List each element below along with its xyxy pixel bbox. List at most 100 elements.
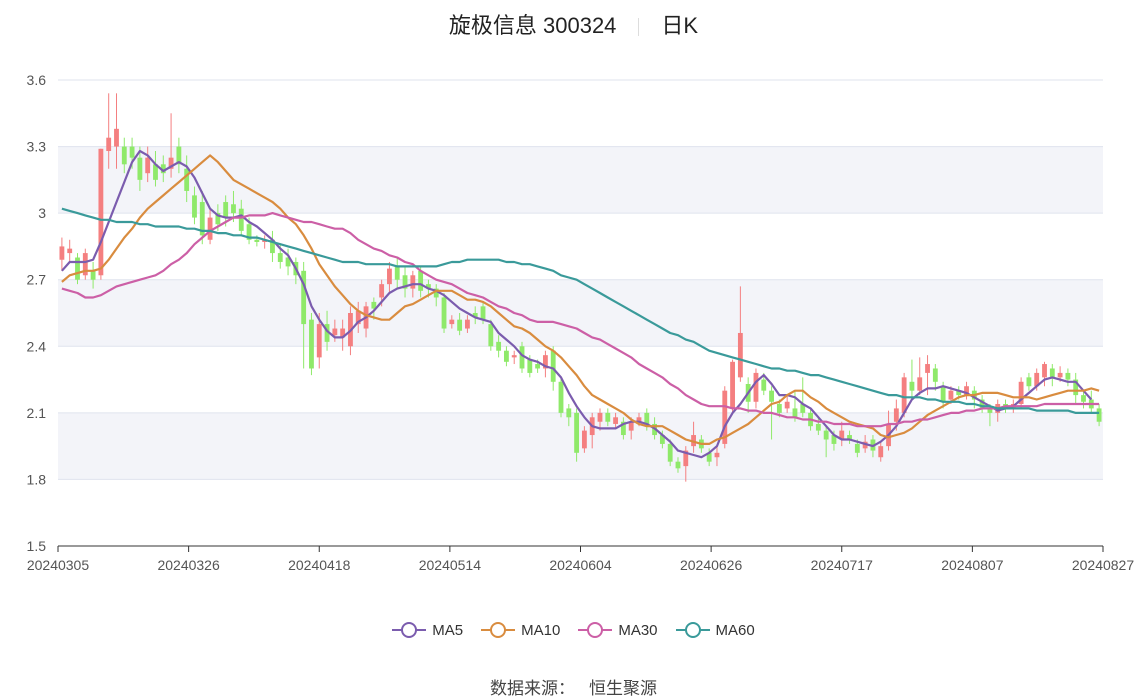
line-ma60 (61, 207, 1100, 414)
ma5-legend-icon (392, 620, 427, 640)
candle-body (581, 430, 587, 449)
candle-body (550, 350, 556, 382)
candle-body (75, 257, 80, 280)
grid-band (58, 279, 1103, 347)
candle-body (379, 284, 385, 298)
y-tick-label: 2.7 (27, 272, 47, 288)
candle-body (620, 421, 626, 436)
candle-body (168, 157, 174, 169)
legend-item-ma5[interactable]: MA5 (392, 620, 463, 640)
candle-body (667, 443, 673, 462)
candle-body (1096, 408, 1102, 422)
line-ma10 (61, 154, 1100, 445)
grid-band (58, 146, 1103, 214)
candle-body (839, 430, 845, 440)
legend-label-ma60: MA60 (715, 621, 755, 639)
candle-body (574, 412, 580, 453)
legend-label-ma10: MA10 (521, 621, 561, 639)
candle-body (800, 403, 806, 413)
candle-body (184, 168, 190, 191)
candle-body (761, 379, 767, 391)
candle-body (324, 324, 330, 342)
candle-body (402, 275, 408, 289)
legend-item-ma30[interactable]: MA30 (578, 620, 658, 640)
candle-body (114, 128, 119, 147)
candle-body (277, 253, 283, 262)
candle-body (605, 412, 611, 422)
candle-body (246, 224, 252, 240)
candle-body (956, 390, 962, 396)
legend: MA5 MA10 MA30 MA60 (0, 620, 1147, 640)
candle-body (878, 446, 884, 458)
candle-body (426, 284, 431, 289)
candle-body (472, 313, 478, 318)
candle-body (535, 364, 541, 369)
candle-body (441, 297, 447, 329)
candle-body (137, 157, 143, 180)
candle-body (121, 146, 127, 165)
candle-body (792, 408, 798, 418)
candle-body (90, 270, 96, 280)
data-source: 数据来源： 恒生聚源 (0, 674, 1147, 699)
chart-title: 旋极信息 300324 日K (0, 8, 1147, 40)
candle-body (332, 328, 338, 336)
candle-body (199, 202, 205, 236)
candle-body (659, 435, 665, 444)
x-tick-label: 20240717 (811, 557, 874, 573)
candle-body (948, 390, 954, 400)
legend-label-ma5: MA5 (432, 621, 464, 639)
candle-body (355, 310, 361, 325)
legend-item-ma60[interactable]: MA60 (675, 620, 755, 640)
candle-body (558, 381, 564, 413)
candle-body (527, 359, 533, 373)
candle-body (511, 355, 517, 358)
candle-body (636, 417, 642, 422)
candle-body (893, 408, 899, 422)
candle-body (215, 213, 221, 225)
candle-body (566, 408, 572, 418)
candle-body (371, 301, 377, 309)
y-tick-label: 2.4 (27, 338, 47, 354)
candle-body (1057, 372, 1063, 378)
candle-body (433, 288, 439, 298)
legend-item-ma10[interactable]: MA10 (481, 620, 560, 640)
x-tick-label: 20240326 (157, 557, 220, 573)
candle-body (129, 146, 135, 158)
candle-body (940, 386, 946, 402)
candle-body (1042, 364, 1047, 378)
candle-body (207, 217, 213, 240)
candle-body (769, 390, 774, 402)
candle-body (706, 452, 712, 462)
candle-body (98, 148, 104, 276)
candle-body (823, 430, 829, 440)
y-tick-label: 3.6 (27, 72, 47, 88)
candle-body (449, 319, 455, 325)
candle-body (254, 239, 260, 242)
x-tick-label: 20240418 (288, 557, 351, 573)
candle-body (1065, 372, 1071, 380)
candle-body (82, 253, 88, 276)
candle-body (301, 270, 307, 325)
candle-body (285, 257, 291, 267)
candle-body (815, 423, 821, 431)
candle-body (1034, 372, 1040, 387)
legend-label-ma30: MA30 (618, 621, 658, 639)
candle-body (917, 377, 923, 391)
candle-body (737, 332, 743, 378)
candle-body (854, 443, 860, 453)
candle-body (519, 346, 525, 369)
candle-body (683, 450, 689, 467)
candle-body (67, 248, 73, 254)
candle-body (410, 275, 416, 289)
candle-body (675, 461, 681, 469)
candle-body (231, 204, 236, 214)
candle-body (987, 408, 993, 413)
y-tick-label: 1.8 (27, 471, 47, 487)
candle-body (496, 341, 502, 351)
candle-body (192, 195, 197, 218)
candle-body (503, 350, 509, 362)
ma30-legend-icon (578, 620, 613, 640)
candle-body (1026, 377, 1032, 387)
candle-body (1073, 379, 1079, 396)
candle-body (753, 372, 759, 402)
